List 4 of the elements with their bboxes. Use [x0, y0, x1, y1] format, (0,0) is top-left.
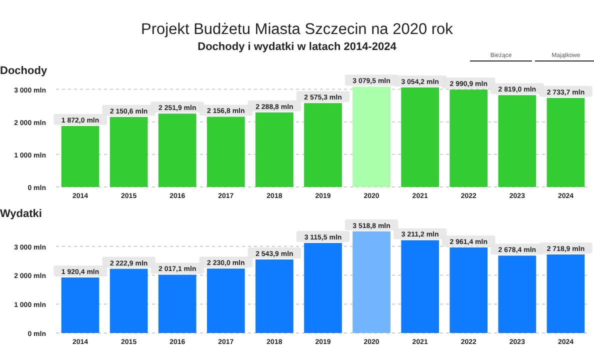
chart-title: Projekt Budżetu Miasta Szczecin na 2020 rok: [141, 21, 454, 38]
text: Dochody: [0, 65, 48, 77]
chart-title: Wydatki: [0, 208, 42, 220]
chart-subtitle: Dochody i wydatki w latach 2014-2024: [198, 41, 398, 53]
